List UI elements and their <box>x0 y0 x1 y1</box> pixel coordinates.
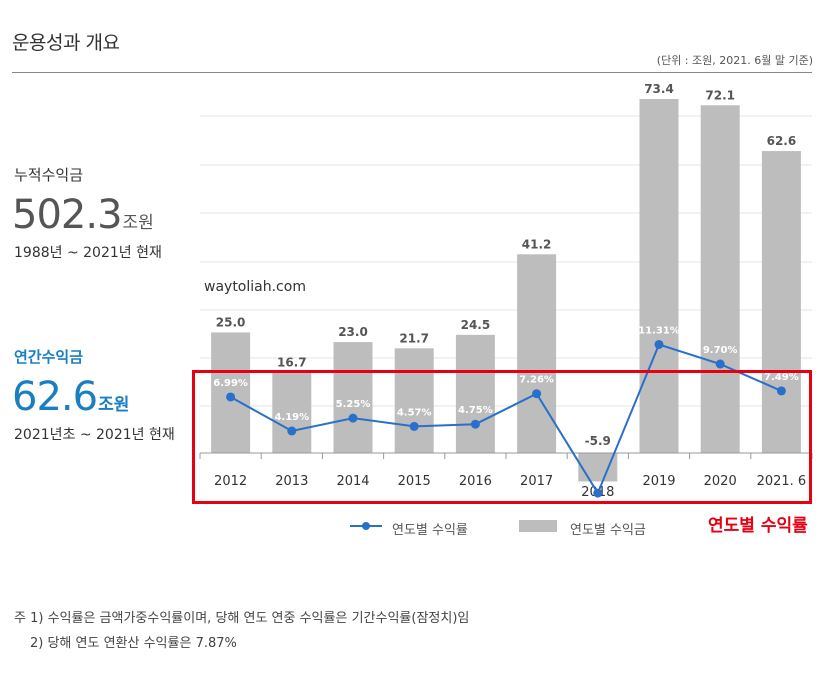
rate-point-5 <box>532 389 542 399</box>
rate-highlight-box <box>192 370 812 504</box>
rate-line <box>226 339 786 498</box>
annual-label: 연간수익금 <box>14 348 84 366</box>
rate-label-4: 4.75% <box>458 405 493 416</box>
rate-label-1: 4.19% <box>274 412 309 423</box>
legend-line-label: 연도별 수익률 <box>392 523 468 538</box>
x-axis <box>199 452 813 459</box>
cumulative-number: 502.3 <box>12 192 123 238</box>
rate-point-2 <box>348 413 358 423</box>
annual-value: 62.6조원 <box>12 374 129 420</box>
legend-bar-swatch <box>519 520 557 532</box>
profit-bar-labels: 25.0 16.7 23.0 21.7 24.5 41.2 -5.9 73.4 72.1 62.6 <box>216 82 796 448</box>
rate-label-3: 4.57% <box>397 407 432 418</box>
bar-7 <box>639 99 679 453</box>
annual-period: 2021년초 ~ 2021년 현재 <box>14 427 175 443</box>
watermark: waytoliah.com <box>204 279 306 295</box>
rate-point-9 <box>776 386 786 396</box>
rate-point-3 <box>409 421 419 431</box>
bar-4 <box>455 334 495 453</box>
rate-point-8 <box>715 359 725 369</box>
tick-label-2: 2014 <box>336 474 369 489</box>
cumulative-unit: 조원 <box>122 213 154 233</box>
bar-6 <box>578 453 618 482</box>
rate-label-8: 9.70% <box>703 345 738 356</box>
rate-point-7 <box>654 339 664 349</box>
bar-label-6: -5.9 <box>585 434 611 448</box>
tick-label-3: 2015 <box>398 474 431 489</box>
footnote-1: 주 1) 수익률은 금액가중수익률이며, 당해 연도 연중 수익률은 기간수익률… <box>14 611 470 626</box>
rate-label-9: 7.49% <box>764 372 799 383</box>
tick-label-9: 2021. 6 <box>757 474 807 489</box>
bar-1 <box>272 372 312 453</box>
bar-3 <box>394 348 434 453</box>
bar-2 <box>333 342 373 453</box>
profit-bars <box>211 99 801 482</box>
legend-marks <box>350 520 557 532</box>
tick-label-7: 2019 <box>642 474 675 489</box>
bar-8 <box>700 105 740 454</box>
legend-line-dot <box>362 522 370 530</box>
bar-label-2: 23.0 <box>338 325 368 339</box>
rate-label-2: 5.25% <box>336 399 371 410</box>
rate-label-7: 11.31% <box>638 325 680 336</box>
rate-point-0 <box>226 392 236 402</box>
rate-highlight-label: 연도별 수익률 <box>708 516 808 536</box>
unit-note: (단위 : 조원, 2021. 6월 말 기준) <box>656 54 813 67</box>
rate-label-0: 6.99% <box>213 378 248 389</box>
rate-polyline <box>230 343 782 496</box>
tick-label-0: 2012 <box>214 474 247 489</box>
bar-label-1: 16.7 <box>277 355 307 369</box>
bar-label-5: 41.2 <box>522 237 552 251</box>
tick-label-8: 2020 <box>704 474 737 489</box>
rate-point-4 <box>470 419 480 429</box>
cumulative-period: 1988년 ~ 2021년 현재 <box>14 245 162 261</box>
tick-label-1: 2013 <box>275 474 308 489</box>
rate-label-5: 7.26% <box>519 375 554 386</box>
bar-label-3: 21.7 <box>399 331 429 345</box>
annual-unit: 조원 <box>98 395 130 415</box>
cumulative-value: 502.3조원 <box>12 192 154 238</box>
bar-5 <box>517 254 557 453</box>
bar-label-8: 72.1 <box>705 88 735 102</box>
bar-label-0: 25.0 <box>216 315 246 329</box>
bar-label-7: 73.4 <box>644 82 674 96</box>
rate-point-1 <box>287 426 297 436</box>
bar-9 <box>761 151 801 453</box>
annual-number: 62.6 <box>12 374 98 420</box>
rate-labels: 6.99% 4.19% 5.25% 4.57% 4.75% 7.26% -0.92% 11.3… <box>213 325 799 513</box>
page-title: 운용성과 개요 <box>12 32 120 54</box>
footnote-2: 2) 당해 연도 연환산 수익률은 7.87% <box>30 636 237 651</box>
rate-label-6: -0.92% <box>578 502 617 513</box>
tick-label-4: 2016 <box>459 474 492 489</box>
tick-label-5: 2017 <box>520 474 553 489</box>
rate-point-6 <box>593 488 603 498</box>
bar-label-4: 24.5 <box>461 318 491 332</box>
bar-label-9: 62.6 <box>767 134 797 148</box>
legend-bar-label: 연도별 수익금 <box>570 523 646 538</box>
cumulative-label: 누적수익금 <box>14 166 84 184</box>
title-divider <box>12 72 812 73</box>
